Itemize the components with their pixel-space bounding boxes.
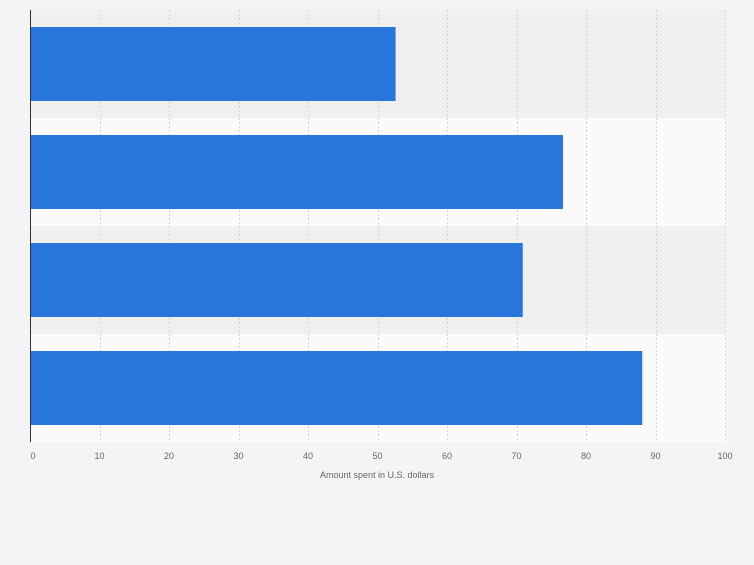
bar[interactable] (30, 27, 396, 101)
x-tick-label: 10 (94, 451, 104, 461)
x-tick-label: 30 (233, 451, 243, 461)
x-tick-label: 100 (717, 451, 732, 461)
bar[interactable] (30, 351, 643, 425)
x-tick-label: 20 (164, 451, 174, 461)
x-axis-label: Amount spent in U.S. dollars (320, 470, 435, 480)
bar[interactable] (30, 135, 564, 209)
x-tick-label: 50 (372, 451, 382, 461)
x-tick-label: 90 (650, 451, 660, 461)
x-tick-label: 60 (442, 451, 452, 461)
x-tick-label: 80 (581, 451, 591, 461)
x-axis-ticks: 0 10 20 30 40 50 60 70 80 90 100 (30, 451, 732, 461)
bar[interactable] (30, 243, 523, 317)
x-tick-label: 40 (303, 451, 313, 461)
x-tick-label: 0 (30, 451, 35, 461)
bars (30, 27, 643, 425)
x-tick-label: 70 (511, 451, 521, 461)
